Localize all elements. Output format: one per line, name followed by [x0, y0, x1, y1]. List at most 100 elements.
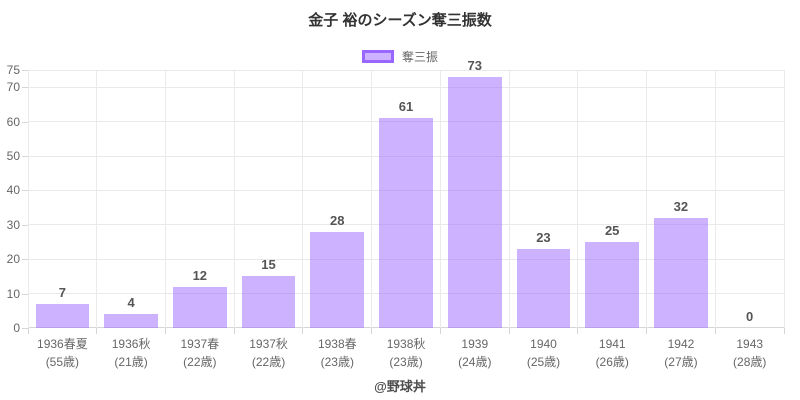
legend-item-strikeouts[interactable]: 奪三振: [0, 48, 800, 65]
x-axis-tick: [164, 328, 166, 334]
bar-value-label: 4: [127, 295, 135, 310]
bar-value-label: 61: [398, 99, 414, 114]
x-axis-tick: [577, 328, 579, 334]
x-axis-tick: [439, 328, 441, 334]
gridline-horizontal: [28, 69, 784, 71]
x-axis-tick: [27, 328, 29, 334]
x-axis-tick: [371, 328, 373, 334]
x-axis-label-season: 1938春: [317, 337, 357, 351]
bar-1941[interactable]: [585, 242, 639, 328]
y-axis-tick-label: 10: [6, 286, 20, 301]
x-axis-category-label: 1936春夏 (55歳): [28, 335, 97, 371]
gridline-vertical: [27, 70, 29, 328]
y-axis-tick-label: 60: [6, 114, 20, 129]
bar-1938春[interactable]: [310, 232, 365, 328]
x-axis-label-age: (23歳): [389, 355, 423, 369]
bar-value-label: 32: [673, 199, 689, 214]
y-axis-tick-label: 75: [6, 63, 20, 77]
legend-swatch: [361, 50, 394, 63]
bar-1939[interactable]: [447, 77, 502, 328]
x-axis-label-age: (22歳): [251, 355, 286, 369]
gridline-vertical: [302, 70, 304, 328]
y-axis-tick-label: 40: [6, 183, 20, 198]
x-axis-label-season: 1939: [461, 337, 489, 351]
y-axis-tick: [22, 121, 28, 123]
x-axis-label-age: (22歳): [183, 355, 217, 369]
bar-value-label: 15: [261, 257, 276, 272]
x-axis-category-label: 1941 (26歳): [578, 335, 647, 371]
bar-value-label: 12: [192, 268, 208, 283]
bar-1942[interactable]: [654, 218, 708, 328]
y-axis-tick: [22, 156, 28, 157]
x-axis-label-season: 1937秋: [249, 337, 288, 351]
x-axis-tick: [233, 328, 235, 334]
x-axis-category-label: 1937春 (22歳): [165, 335, 234, 371]
bar-value-label: 25: [604, 223, 620, 238]
bar-value-label: 7: [58, 285, 66, 300]
y-axis-tick-label: 20: [6, 252, 20, 267]
bar-1936秋[interactable]: [104, 314, 158, 328]
bar-value-label: 0: [746, 309, 754, 324]
x-axis-tick: [508, 328, 510, 334]
x-axis-category-label: 1937秋 (22歳): [234, 335, 303, 371]
x-axis-category-label: 1943 (28歳): [715, 335, 784, 371]
footer-credit: @野球丼: [374, 379, 426, 394]
y-axis-tick-label: 70: [6, 80, 20, 95]
chart-title: 金子 裕のシーズン奪三振数: [308, 12, 492, 29]
x-axis-tick: [302, 328, 304, 334]
x-axis-label-season: 1937春: [180, 337, 220, 351]
x-axis-tick: [783, 328, 785, 334]
x-axis-tick: [646, 328, 648, 334]
bar-value-label: 28: [330, 213, 345, 228]
gridline-vertical: [646, 70, 648, 328]
x-axis-category-label: 1938春 (23歳): [303, 335, 372, 371]
x-axis-label-season: 1942: [667, 337, 695, 351]
gridline-vertical: [233, 70, 235, 328]
x-axis-category-label: 1938秋 (23歳): [372, 335, 441, 371]
gridline-vertical: [164, 70, 166, 328]
x-axis-category-label: 1940 (25歳): [509, 335, 578, 371]
y-axis-tick: [22, 259, 28, 261]
bar-1937秋[interactable]: [241, 276, 296, 328]
x-axis-label-age: (27歳): [664, 355, 698, 369]
y-axis-tick: [22, 190, 28, 192]
y-axis-tick: [22, 224, 28, 226]
gridline-vertical: [439, 70, 441, 328]
bar-1937春[interactable]: [173, 287, 227, 328]
x-axis-label-age: (24歳): [458, 355, 492, 369]
bar-1936春夏[interactable]: [35, 304, 90, 328]
x-axis-label-season: 1943: [736, 337, 764, 351]
bar-value-label: 73: [467, 58, 482, 73]
bar-1938秋[interactable]: [379, 118, 433, 328]
x-axis-category-label: 1939 (24歳): [440, 335, 509, 371]
y-axis-tick: [22, 328, 28, 329]
gridline-horizontal: [28, 86, 784, 88]
x-axis-label-season: 1936秋: [111, 337, 151, 351]
gridline-vertical: [96, 70, 98, 328]
y-axis-tick-label: 0: [13, 321, 20, 335]
x-axis-tick: [714, 328, 716, 334]
gridline-vertical: [508, 70, 510, 328]
x-axis-label-age: (21歳): [114, 355, 148, 369]
x-axis-label-season: 1938秋: [386, 337, 426, 351]
gridline-vertical: [714, 70, 716, 328]
bar-value-label: 23: [536, 230, 551, 245]
gridline-vertical: [577, 70, 579, 328]
x-axis-label-season: 1940: [530, 337, 557, 351]
x-axis-label-age: (28歳): [733, 355, 767, 369]
x-axis-label-season: 1941: [598, 337, 626, 351]
y-axis-tick: [22, 70, 28, 71]
x-axis-label-season: 1936春夏: [37, 337, 88, 351]
plot-area: 7 4 12 15 28 61 73 23 25 32 0: [27, 58, 785, 328]
bar-1940[interactable]: [516, 249, 571, 328]
y-axis-tick-label: 30: [6, 217, 20, 232]
x-axis-label-age: (23歳): [320, 355, 354, 369]
x-axis-tick: [96, 328, 98, 334]
y-axis-tick-label: 50: [6, 149, 20, 163]
x-axis-labels: 1936春夏 (55歳) 1936秋 (21歳) 1937春 (22歳) 1937秋 (22歳…: [28, 335, 784, 371]
y-axis-tick: [22, 293, 28, 295]
x-axis-category-label: 1942 (27歳): [647, 335, 716, 371]
legend-label: 奪三振: [401, 50, 438, 64]
gridline-vertical: [371, 70, 373, 328]
